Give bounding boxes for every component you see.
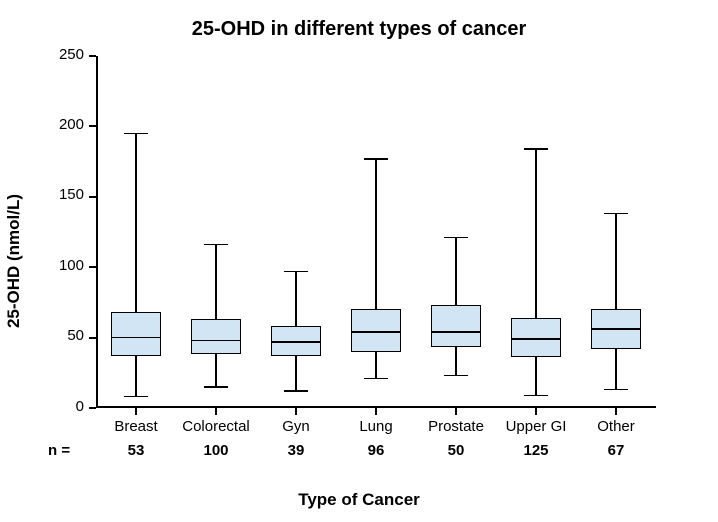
y-tick-label: 250 — [46, 46, 84, 63]
whisker-cap-upper — [444, 237, 468, 239]
whisker-upper — [455, 238, 457, 306]
whisker-lower — [295, 356, 297, 391]
whisker-upper — [215, 245, 217, 320]
x-axis-label: Type of Cancer — [0, 490, 718, 510]
category-n: 96 — [368, 442, 385, 459]
y-tick-label: 200 — [46, 116, 84, 133]
median-line — [191, 340, 241, 342]
y-tick-label: 100 — [46, 257, 84, 274]
whisker-upper — [615, 214, 617, 310]
whisker-cap-lower — [604, 389, 628, 391]
whisker-lower — [455, 347, 457, 375]
box — [431, 305, 481, 347]
category-label: Breast — [114, 418, 157, 435]
category-label: Lung — [359, 418, 392, 435]
x-tick — [135, 408, 137, 415]
whisker-cap-lower — [284, 390, 308, 392]
y-tick — [89, 266, 96, 268]
whisker-lower — [135, 356, 137, 397]
category-n: 50 — [448, 442, 465, 459]
whisker-upper — [375, 159, 377, 310]
whisker-cap-lower — [204, 386, 228, 388]
whisker-cap-upper — [364, 158, 388, 160]
box — [111, 312, 161, 356]
n-prefix-label: n = — [48, 442, 70, 459]
category-n: 67 — [608, 442, 625, 459]
whisker-cap-lower — [364, 378, 388, 380]
whisker-cap-upper — [604, 213, 628, 215]
whisker-upper — [135, 133, 137, 312]
box — [191, 319, 241, 354]
y-tick-label: 0 — [46, 398, 84, 415]
category-n: 39 — [288, 442, 305, 459]
whisker-cap-upper — [124, 133, 148, 135]
y-axis-label: 25-OHD (nmol/L) — [4, 194, 24, 328]
whisker-cap-upper — [284, 271, 308, 273]
category-label: Gyn — [282, 418, 310, 435]
chart-title: 25-OHD in different types of cancer — [0, 18, 718, 41]
y-tick — [89, 407, 96, 409]
median-line — [431, 331, 481, 333]
x-tick — [615, 408, 617, 415]
y-tick — [89, 337, 96, 339]
median-line — [511, 338, 561, 340]
y-tick-label: 50 — [46, 327, 84, 344]
median-line — [591, 328, 641, 330]
median-line — [351, 331, 401, 333]
y-tick — [89, 196, 96, 198]
category-label: Colorectal — [182, 418, 250, 435]
whisker-upper — [535, 149, 537, 318]
median-line — [111, 337, 161, 339]
x-tick — [535, 408, 537, 415]
category-label: Other — [597, 418, 635, 435]
whisker-cap-upper — [204, 244, 228, 246]
whisker-cap-lower — [124, 396, 148, 398]
x-tick — [455, 408, 457, 415]
whisker-cap-lower — [524, 395, 548, 397]
x-tick — [375, 408, 377, 415]
category-label: Prostate — [428, 418, 484, 435]
y-tick — [89, 125, 96, 127]
whisker-lower — [215, 354, 217, 386]
plot-area: 050100150200250Breast53Colorectal100Gyn3… — [96, 56, 656, 408]
category-n: 100 — [203, 442, 228, 459]
whisker-lower — [535, 357, 537, 395]
y-axis — [96, 56, 98, 408]
category-n: 53 — [128, 442, 145, 459]
median-line — [271, 341, 321, 343]
y-tick-label: 150 — [46, 186, 84, 203]
y-tick — [89, 55, 96, 57]
boxplot-figure: 25-OHD in different types of cancer 25-O… — [0, 0, 718, 522]
whisker-lower — [615, 349, 617, 390]
whisker-cap-lower — [444, 375, 468, 377]
category-n: 125 — [523, 442, 548, 459]
whisker-lower — [375, 352, 377, 379]
category-label: Upper GI — [506, 418, 567, 435]
whisker-cap-upper — [524, 148, 548, 150]
whisker-upper — [295, 271, 297, 326]
x-tick — [215, 408, 217, 415]
x-tick — [295, 408, 297, 415]
